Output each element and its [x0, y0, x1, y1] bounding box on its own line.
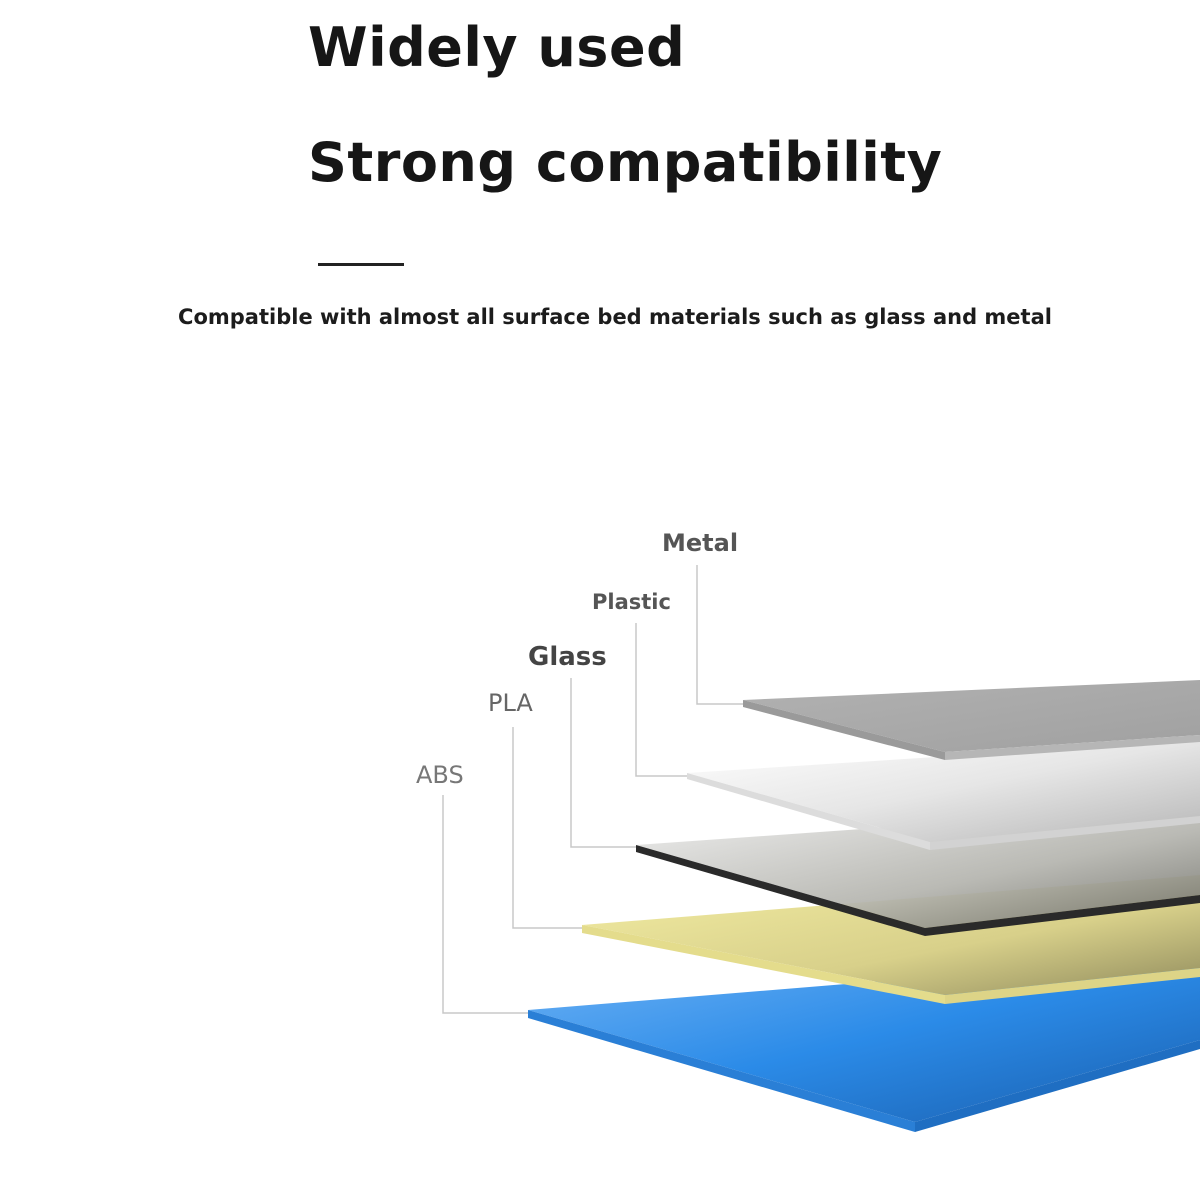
- label-pla: PLA: [488, 689, 533, 717]
- plate-abs: [528, 955, 1200, 1132]
- headline-widely-used: Widely used: [308, 16, 686, 79]
- leader-line-glass: [570, 678, 636, 848]
- leader-line-abs: [442, 795, 528, 1014]
- label-plastic: Plastic: [592, 590, 671, 614]
- label-glass: Glass: [528, 642, 607, 672]
- plate-metal: [743, 680, 1200, 760]
- headline-strong-compatibility: Strong compatibility: [308, 131, 943, 194]
- plate-plastic: [687, 740, 1200, 850]
- subtitle: Compatible with almost all surface bed m…: [178, 305, 1052, 329]
- label-metal: Metal: [662, 529, 738, 557]
- leader-line-pla: [512, 727, 582, 929]
- label-abs: ABS: [416, 761, 464, 789]
- leader-line-metal: [696, 565, 743, 705]
- divider: [318, 263, 404, 266]
- leader-line-plastic: [635, 623, 687, 777]
